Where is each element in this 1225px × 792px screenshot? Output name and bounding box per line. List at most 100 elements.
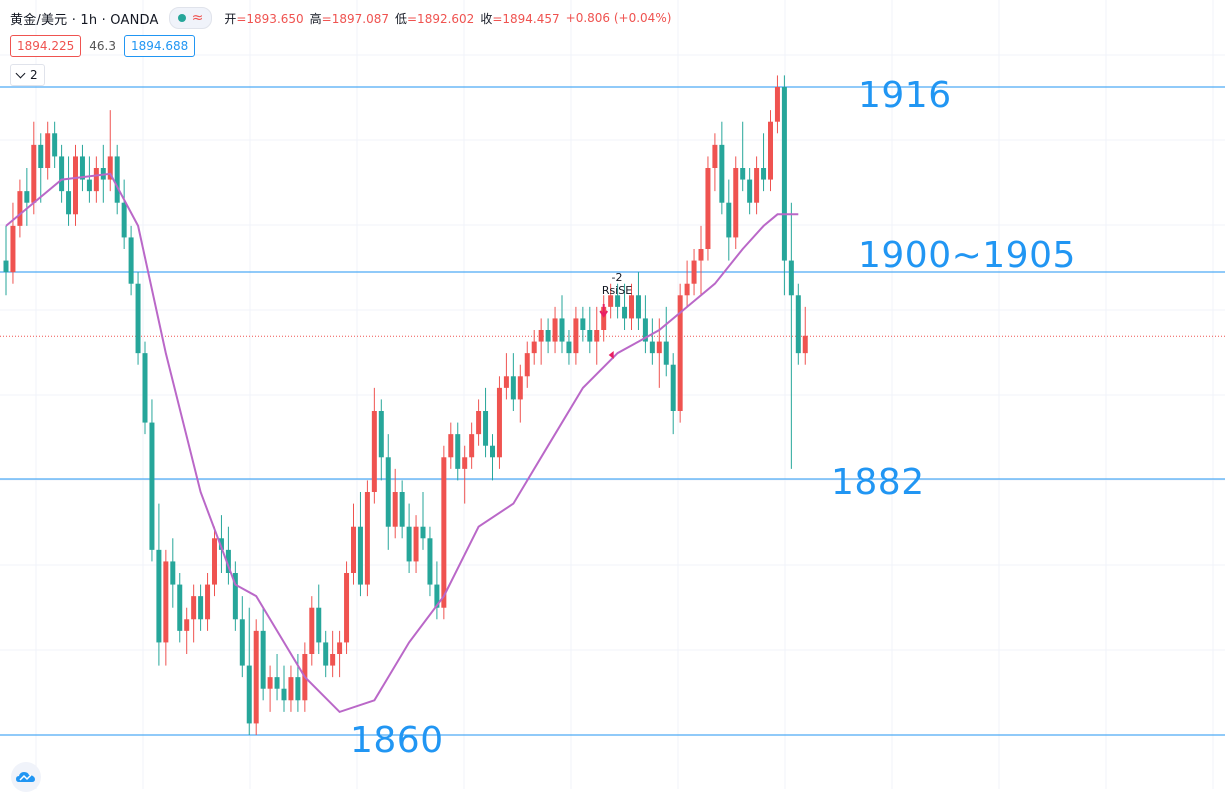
- candle-body: [38, 144, 44, 168]
- candle-body: [156, 549, 162, 643]
- candle-body: [399, 492, 405, 527]
- candle-body: [503, 376, 509, 388]
- horizontal-levels[interactable]: [0, 86, 1225, 736]
- candle-body: [747, 179, 753, 203]
- candle-body: [566, 341, 572, 354]
- candle-body: [545, 330, 551, 342]
- level-label-1900-1905: 1900~1905: [858, 235, 1076, 276]
- candle-body: [107, 156, 113, 180]
- candle-body: [121, 202, 127, 238]
- candle-body: [31, 144, 37, 203]
- sell-button[interactable]: 1894.225: [10, 35, 82, 57]
- candle-body: [462, 457, 468, 469]
- candle-body: [295, 677, 301, 701]
- candle-body: [496, 387, 502, 458]
- candle-body: [93, 168, 99, 192]
- candle-body: [656, 341, 662, 354]
- candle-body: [163, 561, 169, 643]
- ohlc-high: 高=1897.087: [309, 11, 389, 26]
- candle-body: [573, 318, 579, 354]
- candle-body: [455, 434, 461, 469]
- candle-body: [142, 353, 148, 423]
- candle-body: [768, 121, 773, 180]
- candle-body: [392, 492, 398, 527]
- candle-body: [212, 538, 217, 585]
- candle-body: [128, 237, 134, 284]
- candle-body: [733, 168, 739, 238]
- candle-body: [267, 677, 273, 689]
- candle-body: [378, 411, 384, 458]
- ohlc-low: 低=1892.602: [394, 11, 475, 26]
- cloud-logo-icon[interactable]: [11, 762, 41, 792]
- candle-body: [524, 353, 530, 377]
- candle-body: [406, 526, 412, 562]
- candle-body: [184, 619, 190, 631]
- candle-body: [351, 526, 356, 573]
- candle-body: [670, 364, 676, 411]
- candle-body: [719, 144, 725, 203]
- signal-count: -2: [611, 271, 623, 284]
- candle-body: [260, 630, 266, 689]
- candle-body: [448, 434, 454, 458]
- candle-body: [149, 422, 155, 550]
- candle-body: [476, 411, 482, 435]
- candle-body: [364, 492, 370, 585]
- candle-body: [24, 191, 30, 203]
- candle-body: [587, 330, 593, 342]
- candle-body: [622, 306, 628, 319]
- candle-body: [253, 630, 259, 724]
- candle-body: [191, 596, 197, 620]
- signal-name: RsiSE: [601, 284, 633, 297]
- candle-body: [177, 584, 183, 631]
- candle-body: [232, 573, 238, 620]
- candle-body: [684, 283, 690, 296]
- candle-body: [510, 376, 516, 400]
- chevron-down-icon: [15, 68, 26, 79]
- spread-value: 46.3: [89, 39, 116, 53]
- candle-body: [629, 295, 634, 319]
- candle-body: [705, 168, 711, 249]
- candle-body: [198, 596, 204, 620]
- ohlc-open: 开=1893.650: [224, 11, 304, 26]
- candle-body: [788, 260, 794, 296]
- candle-body: [608, 295, 614, 307]
- candlesticks: [3, 75, 808, 735]
- candle-body: [239, 619, 245, 666]
- ohlc-close: 收=1894.457: [480, 11, 560, 26]
- candle-body: [761, 168, 767, 180]
- candle-body: [413, 526, 419, 562]
- candle-body: [59, 156, 65, 192]
- status-pill[interactable]: ≈: [168, 7, 213, 29]
- candle-body: [114, 156, 120, 203]
- candle-body: [246, 665, 252, 724]
- price-change: +0.806 (+0.04%): [565, 11, 672, 25]
- buy-button[interactable]: 1894.688: [123, 35, 196, 57]
- candle-body: [281, 688, 287, 701]
- candle-body: [781, 87, 787, 261]
- indicators-collapse-button[interactable]: 2: [10, 64, 45, 86]
- candle-body: [337, 642, 343, 654]
- candle-body: [218, 538, 224, 550]
- candle-body: [483, 411, 489, 446]
- signal-label: -2 RsiSE: [601, 271, 633, 297]
- ma-line: [5, 172, 799, 714]
- candle-body: [309, 607, 315, 654]
- candle-body: [712, 144, 718, 168]
- candle-body: [580, 318, 586, 330]
- candle-body: [663, 341, 669, 365]
- quote-row: 1894.225 46.3 1894.688: [10, 35, 196, 57]
- indicator-count: 2: [30, 68, 38, 82]
- candle-body: [441, 457, 447, 608]
- wave-icon: ≈: [191, 10, 204, 26]
- candle-body: [344, 573, 350, 643]
- moving-average: [5, 172, 799, 714]
- candle-body: [469, 434, 475, 458]
- candle-body: [385, 457, 391, 527]
- candle-body: [10, 225, 16, 273]
- candle-body: [740, 168, 746, 180]
- candle-body: [357, 526, 363, 585]
- candle-body: [698, 249, 704, 261]
